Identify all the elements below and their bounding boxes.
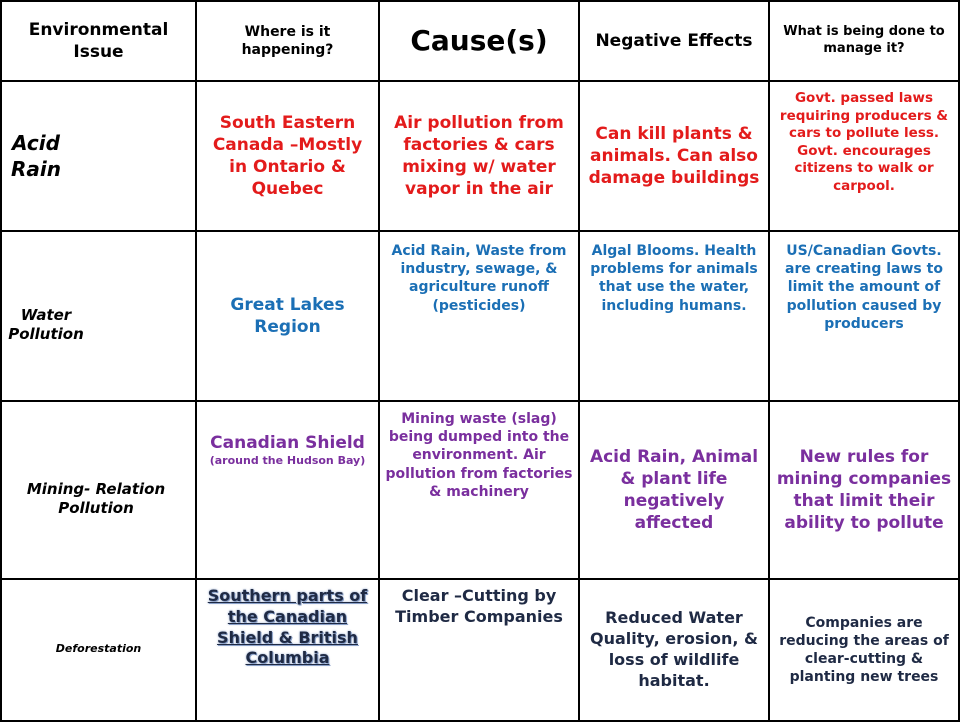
issue-label: Acid Rain: [11, 131, 61, 181]
header-issue: Environmental Issue: [0, 0, 197, 82]
row-acid-rain: Acid Rain South Eastern Canada –Mostly i…: [0, 80, 960, 232]
cause-cell: Mining waste (slag) being dumped into th…: [378, 400, 580, 580]
issue-cell: Water Pollution: [0, 230, 197, 402]
issue-label: Deforestation: [55, 641, 142, 655]
where-cell: Great Lakes Region: [195, 230, 380, 402]
issue-cell: Acid Rain: [0, 80, 197, 232]
row-deforestation: Deforestation Southern parts of the Cana…: [0, 578, 960, 722]
issue-cell: Mining- Relation Pollution: [0, 400, 197, 580]
negative-cell: Algal Blooms. Health problems for animal…: [578, 230, 770, 402]
header-where: Where is it happening?: [195, 0, 380, 82]
header-cause: Cause(s): [378, 0, 580, 82]
manage-cell: New rules for mining companies that limi…: [768, 400, 960, 580]
negative-cell: Reduced Water Quality, erosion, & loss o…: [578, 578, 770, 722]
manage-cell: US/Canadian Govts. are creating laws to …: [768, 230, 960, 402]
negative-cell: Can kill plants & animals. Can also dama…: [578, 80, 770, 232]
where-label: Southern parts of the Canadian Shield & …: [207, 586, 368, 668]
where-label: Canadian Shield: [210, 433, 365, 453]
where-cell: Southern parts of the Canadian Shield & …: [195, 578, 380, 722]
where-cell: South Eastern Canada –Mostly in Ontario …: [195, 80, 380, 232]
row-mining-pollution: Mining- Relation Pollution Canadian Shie…: [0, 400, 960, 580]
row-water-pollution: Water Pollution Great Lakes Region Acid …: [0, 230, 960, 402]
cause-cell: Clear –Cutting by Timber Companies: [378, 578, 580, 722]
issue-cell: Deforestation: [0, 578, 197, 722]
manage-cell: Govt. passed laws requiring producers & …: [768, 80, 960, 232]
manage-cell: Companies are reducing the areas of clea…: [768, 578, 960, 722]
issue-label: Water Pollution: [8, 305, 84, 344]
cause-cell: Air pollution from factories & cars mixi…: [378, 80, 580, 232]
issue-label: Mining- Relation Pollution: [26, 479, 166, 518]
negative-cell: Acid Rain, Animal & plant life negativel…: [578, 400, 770, 580]
header-row: Environmental Issue Where is it happenin…: [0, 0, 960, 82]
where-sublabel: (around the Hudson Bay): [209, 454, 366, 468]
cause-cell: Acid Rain, Waste from industry, sewage, …: [378, 230, 580, 402]
where-cell: Canadian Shield (around the Hudson Bay): [195, 400, 380, 580]
header-manage: What is being done to manage it?: [768, 0, 960, 82]
header-negative: Negative Effects: [578, 0, 770, 82]
